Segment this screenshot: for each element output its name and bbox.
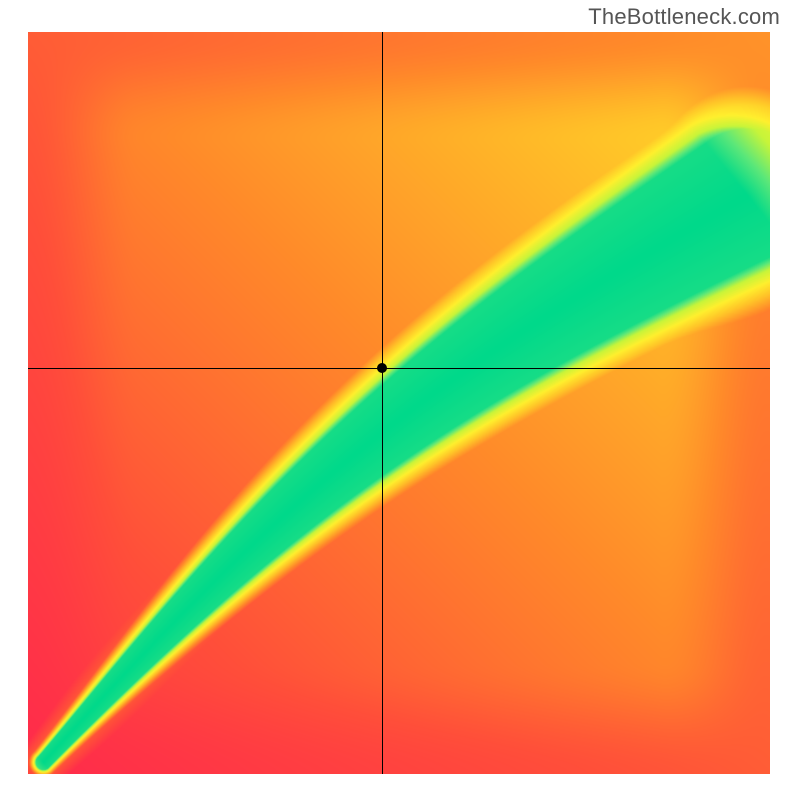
chart-container: TheBottleneck.com — [0, 0, 800, 800]
plot-area — [28, 32, 770, 774]
crosshair-vertical — [382, 32, 383, 774]
crosshair-horizontal — [28, 368, 770, 369]
heatmap-canvas — [28, 32, 770, 774]
crosshair-marker — [377, 363, 387, 373]
watermark-text: TheBottleneck.com — [588, 4, 780, 30]
